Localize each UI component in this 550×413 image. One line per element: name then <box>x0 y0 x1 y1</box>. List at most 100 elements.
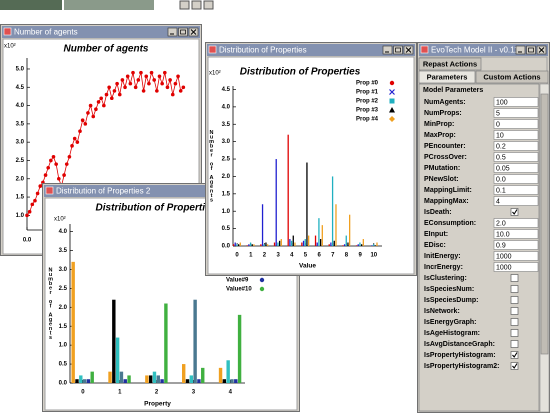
y-tick-label: 2.5 <box>222 157 231 163</box>
parameter-field[interactable] <box>493 141 539 151</box>
parameter-label: IsSpeciesNum: <box>424 286 474 293</box>
bar <box>253 244 255 246</box>
bar <box>152 371 157 383</box>
data-point <box>102 103 106 108</box>
minimize-button[interactable] <box>382 45 393 55</box>
y-tick-label: 2.5 <box>16 158 25 164</box>
bar <box>333 240 335 246</box>
parameter-checkbox[interactable] <box>510 318 519 326</box>
minimize-button[interactable] <box>167 27 178 37</box>
bar <box>123 379 127 383</box>
parameter-value: 0.9 <box>496 242 506 249</box>
x-axis-label: Property <box>144 401 171 408</box>
data-point <box>173 81 178 86</box>
parameter-label: IsPropertyHistogram2: <box>424 363 499 370</box>
close-glyph <box>190 29 197 35</box>
data-point <box>46 165 50 170</box>
bar <box>301 242 303 246</box>
parameter-field[interactable] <box>493 185 539 195</box>
bar <box>236 244 238 246</box>
section-title: Model Parameters <box>423 87 483 94</box>
parameter-checkbox[interactable] <box>510 340 519 348</box>
y-tick-label: 0.0 <box>59 381 68 387</box>
parameter-value: 1000 <box>496 253 512 260</box>
scrollbar-thumb[interactable] <box>540 93 549 355</box>
bar <box>306 162 308 246</box>
taskbar-strip <box>0 0 214 10</box>
bar <box>273 242 276 246</box>
maximize-glyph <box>180 29 186 35</box>
bar <box>318 218 320 246</box>
window: Distribution of Properties 2 Distribution… <box>42 183 300 412</box>
bar <box>263 244 265 246</box>
bar <box>345 235 347 246</box>
legend-marker <box>389 89 395 95</box>
parameter-field[interactable] <box>493 262 539 272</box>
close-glyph <box>538 47 545 53</box>
window-icon <box>45 186 54 195</box>
parameter-checkbox[interactable] <box>510 285 519 293</box>
y-tick-label: 1.0 <box>59 343 68 349</box>
tab[interactable] <box>475 70 549 84</box>
parameter-field[interactable] <box>493 196 539 206</box>
title-bar <box>2 26 200 38</box>
parameter-field[interactable] <box>493 108 539 118</box>
parameter-value: 5 <box>496 110 500 117</box>
parameter-field[interactable] <box>493 218 539 228</box>
y-tick-label: 3.0 <box>222 139 231 145</box>
maximize-button[interactable] <box>178 27 188 37</box>
tab[interactable] <box>418 57 482 71</box>
parameter-checkbox[interactable] <box>510 208 519 216</box>
maximize-button[interactable] <box>393 45 403 55</box>
parameter-value: 2.0 <box>496 220 506 227</box>
y-axis-label: Number of Agents <box>48 268 54 340</box>
parameter-checkbox[interactable] <box>510 362 519 370</box>
data-point <box>178 89 183 93</box>
parameter-field[interactable] <box>493 97 539 107</box>
data-point <box>165 85 170 90</box>
data-point <box>123 85 127 90</box>
parameter-field[interactable] <box>493 130 539 140</box>
parameter-field[interactable] <box>493 174 539 184</box>
bar <box>307 235 310 246</box>
maximize-button[interactable] <box>526 45 536 55</box>
parameter-field[interactable] <box>493 119 539 129</box>
data-point <box>136 78 141 82</box>
bar <box>234 379 238 383</box>
legend-label: Prop #1 <box>356 90 379 96</box>
bar <box>164 303 168 383</box>
parameter-label: InitEnergy: <box>424 253 461 260</box>
close-glyph <box>405 47 412 53</box>
minimize-button[interactable] <box>515 45 526 55</box>
parameter-checkbox[interactable] <box>510 296 519 304</box>
bar <box>119 371 124 383</box>
y-tick-label: 2.5 <box>59 286 68 292</box>
parameter-label: PMutation: <box>424 165 460 172</box>
parameter-field[interactable] <box>493 152 539 162</box>
bar <box>189 375 194 383</box>
data-point <box>27 209 32 214</box>
parameter-label: NumProps: <box>424 110 462 117</box>
parameter-checkbox[interactable] <box>510 351 519 359</box>
parameter-checkbox[interactable] <box>510 307 519 315</box>
bar <box>234 242 236 246</box>
bar <box>314 235 317 246</box>
bar <box>148 375 153 383</box>
data-point <box>83 122 88 126</box>
data-point <box>144 74 149 79</box>
parameter-field[interactable] <box>493 251 539 261</box>
bar <box>302 240 305 246</box>
tab[interactable] <box>418 70 476 84</box>
check-mark <box>512 209 518 215</box>
parameter-checkbox[interactable] <box>510 329 519 337</box>
legend-marker <box>389 98 395 104</box>
parameter-label: IsPropertyHistogram: <box>424 352 496 359</box>
parameter-label: MappingMax: <box>424 198 469 205</box>
parameter-field[interactable] <box>493 229 539 239</box>
parameter-field[interactable] <box>493 240 539 250</box>
parameter-field[interactable] <box>493 163 539 173</box>
x-tick-label: 3 <box>192 390 196 396</box>
window-icon <box>208 45 217 54</box>
parameter-checkbox[interactable] <box>510 274 519 282</box>
